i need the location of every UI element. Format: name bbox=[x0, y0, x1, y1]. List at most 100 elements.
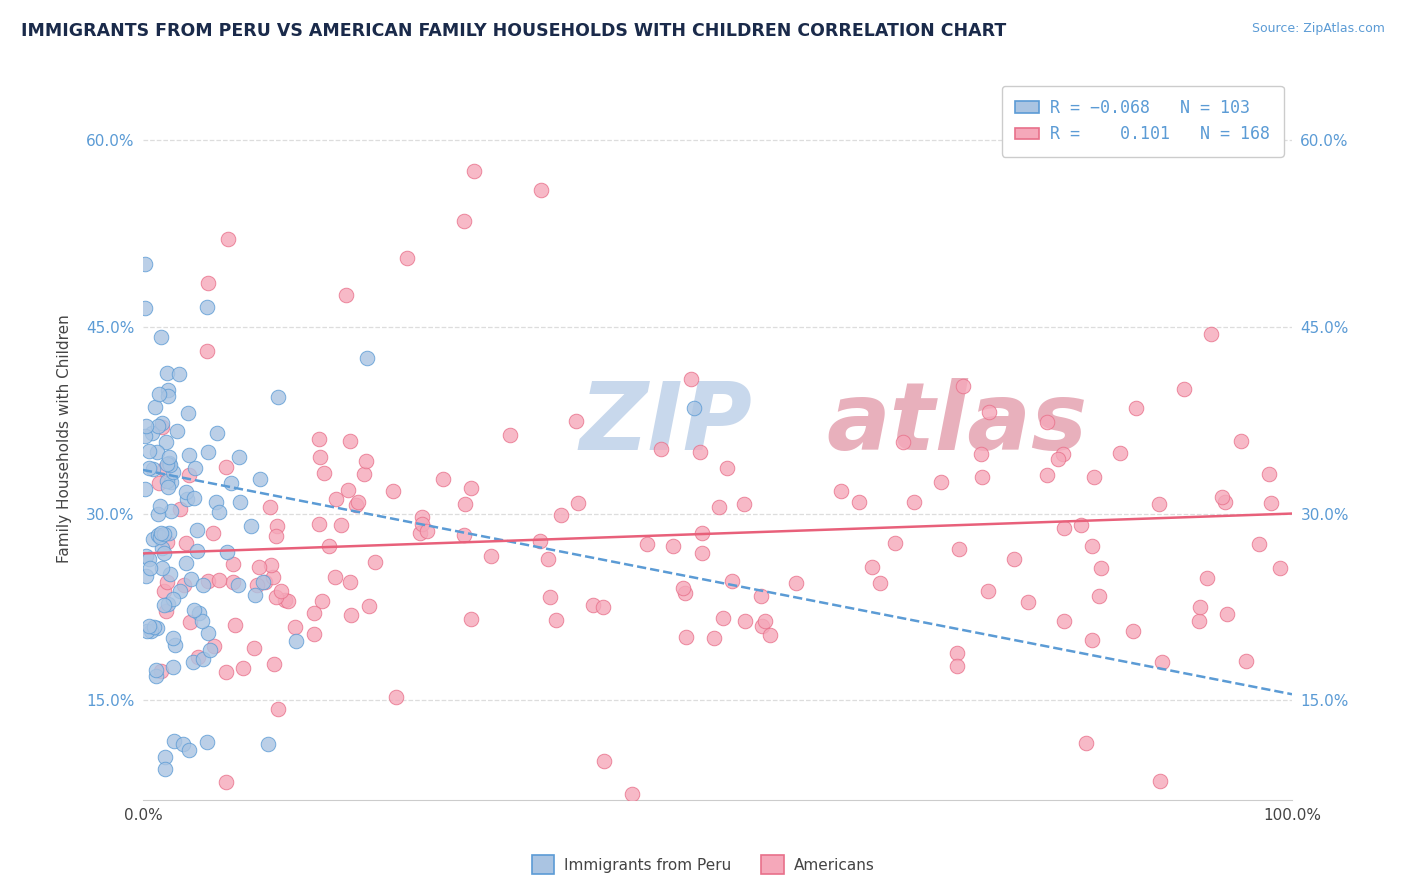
Point bbox=[382, 483, 405, 498]
Point bbox=[179, 615, 201, 630]
Point bbox=[167, 367, 190, 381]
Point bbox=[157, 450, 180, 464]
Point bbox=[1122, 624, 1144, 639]
Point bbox=[411, 517, 433, 532]
Point bbox=[169, 502, 191, 516]
Point bbox=[174, 484, 197, 499]
Point bbox=[344, 499, 367, 513]
Point bbox=[948, 541, 970, 556]
Point bbox=[156, 474, 179, 488]
Point bbox=[259, 500, 281, 515]
Point bbox=[159, 458, 181, 472]
Point bbox=[224, 618, 246, 632]
Point bbox=[146, 508, 169, 522]
Point bbox=[1070, 518, 1092, 533]
Point bbox=[134, 301, 156, 315]
Point bbox=[860, 559, 883, 574]
Point bbox=[1053, 614, 1076, 628]
Legend: R = −0.068   N = 103, R =    0.101   N = 168: R = −0.068 N = 103, R = 0.101 N = 168 bbox=[1002, 86, 1284, 157]
Point bbox=[219, 476, 242, 491]
Point bbox=[200, 643, 222, 657]
Point bbox=[353, 467, 375, 481]
Point bbox=[226, 578, 249, 592]
Point bbox=[135, 624, 157, 638]
Point bbox=[977, 584, 1000, 599]
Point bbox=[205, 425, 228, 440]
Point bbox=[246, 577, 269, 591]
Point bbox=[1046, 451, 1069, 466]
Point bbox=[221, 557, 243, 571]
Point bbox=[139, 624, 162, 638]
Point bbox=[673, 586, 696, 600]
Point bbox=[263, 657, 285, 671]
Point bbox=[243, 641, 266, 656]
Point bbox=[734, 615, 756, 629]
Point bbox=[149, 530, 172, 544]
Point bbox=[157, 456, 180, 470]
Point bbox=[239, 519, 262, 533]
Point bbox=[145, 663, 167, 677]
Point bbox=[650, 442, 672, 456]
Point bbox=[145, 669, 167, 683]
Point bbox=[754, 614, 776, 628]
Point bbox=[565, 414, 588, 428]
Point bbox=[157, 383, 180, 397]
Point bbox=[266, 519, 288, 533]
Point bbox=[1017, 595, 1039, 609]
Point bbox=[785, 575, 807, 590]
Point bbox=[191, 615, 214, 629]
Point bbox=[567, 496, 589, 510]
Point bbox=[675, 631, 697, 645]
Point bbox=[138, 443, 160, 458]
Point bbox=[149, 499, 172, 513]
Point bbox=[1197, 571, 1219, 585]
Point bbox=[356, 351, 378, 365]
Point bbox=[228, 450, 250, 465]
Point bbox=[139, 561, 162, 575]
Point bbox=[1260, 496, 1282, 510]
Point bbox=[146, 444, 169, 458]
Point bbox=[208, 573, 231, 587]
Point bbox=[267, 390, 290, 404]
Point bbox=[249, 472, 271, 486]
Point bbox=[582, 599, 605, 613]
Point bbox=[177, 743, 200, 757]
Point bbox=[335, 288, 357, 302]
Point bbox=[156, 574, 179, 589]
Point bbox=[661, 539, 683, 553]
Point bbox=[672, 581, 695, 595]
Point bbox=[191, 652, 214, 666]
Point bbox=[264, 529, 287, 543]
Point bbox=[174, 556, 197, 570]
Point bbox=[153, 527, 176, 541]
Point bbox=[330, 517, 353, 532]
Text: atlas: atlas bbox=[827, 378, 1088, 470]
Point bbox=[883, 536, 905, 550]
Point bbox=[195, 344, 218, 359]
Point bbox=[135, 568, 157, 582]
Point bbox=[173, 578, 195, 592]
Point bbox=[1258, 467, 1281, 482]
Point bbox=[359, 599, 381, 613]
Point bbox=[339, 434, 361, 448]
Point bbox=[1211, 490, 1233, 504]
Point bbox=[142, 462, 165, 476]
Point bbox=[215, 775, 238, 789]
Point bbox=[156, 389, 179, 403]
Point bbox=[681, 372, 703, 386]
Point bbox=[176, 492, 198, 507]
Point bbox=[215, 665, 238, 680]
Point bbox=[163, 638, 186, 652]
Point bbox=[156, 458, 179, 472]
Point bbox=[202, 639, 225, 653]
Point bbox=[891, 434, 914, 449]
Point bbox=[325, 491, 347, 506]
Point bbox=[716, 461, 738, 475]
Text: IMMIGRANTS FROM PERU VS AMERICAN FAMILY HOUSEHOLDS WITH CHILDREN CORRELATION CHA: IMMIGRANTS FROM PERU VS AMERICAN FAMILY … bbox=[21, 22, 1007, 40]
Point bbox=[308, 432, 330, 446]
Point bbox=[134, 257, 156, 271]
Point bbox=[148, 476, 170, 491]
Point bbox=[247, 560, 270, 574]
Point bbox=[208, 505, 231, 519]
Point bbox=[150, 330, 173, 344]
